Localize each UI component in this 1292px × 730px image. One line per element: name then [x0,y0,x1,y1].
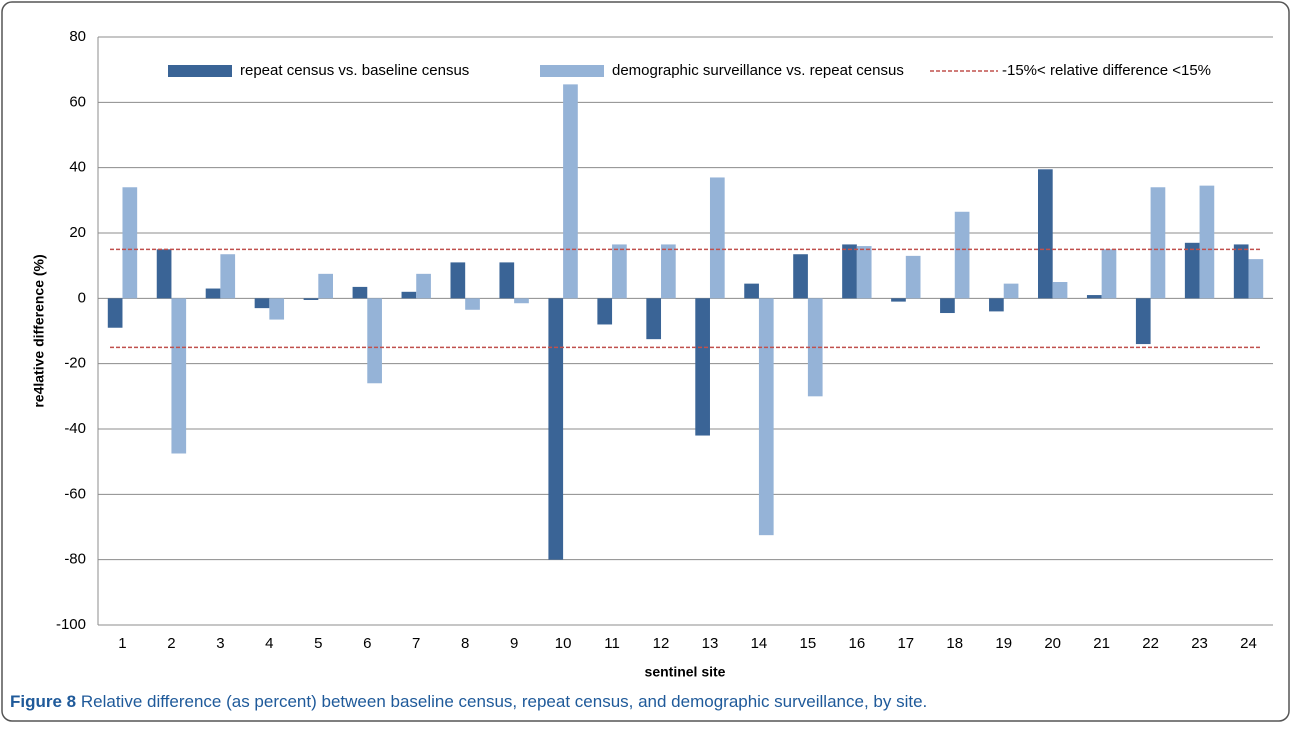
x-tick-label: 8 [461,635,469,652]
bar [122,187,138,299]
legend-label: -15%< relative difference <15% [1002,62,1211,79]
bar [107,298,123,328]
x-tick-label: 10 [555,635,572,652]
x-tick-label: 19 [995,635,1012,652]
x-tick-label: 20 [1044,635,1061,652]
x-tick-label: 9 [510,635,518,652]
bar [856,246,872,299]
bar [744,283,759,299]
bar [303,298,319,300]
y-tick-label: 40 [69,159,86,176]
legend-label: repeat census vs. baseline census [240,62,469,79]
x-tick-label: 21 [1093,635,1110,652]
x-tick-label: 2 [167,635,175,652]
y-tick-label: 0 [78,289,86,306]
bar [695,298,710,436]
bar [758,298,774,536]
x-tick-label: 24 [1240,635,1257,652]
y-tick-label: -80 [64,551,86,568]
bar [1003,283,1019,299]
bar [646,298,662,340]
bar [905,255,921,299]
bar [1248,259,1264,299]
bar [612,244,627,299]
y-tick-label: 20 [69,224,86,241]
legend-swatch [168,65,232,77]
bar [269,298,285,320]
bar [954,211,970,299]
bar [842,244,857,299]
bar [318,273,333,299]
bar [709,177,725,299]
bar [367,298,382,384]
bar [352,286,368,299]
bar [1135,298,1151,345]
bar [1052,282,1068,299]
bar [1101,249,1117,299]
bar [499,262,515,299]
legend-swatch [540,65,604,77]
caption-text: Relative difference (as percent) between… [81,692,927,711]
bar [989,298,1004,312]
y-tick-label: 60 [69,93,86,110]
x-tick-label: 15 [800,635,817,652]
bar [1199,185,1215,299]
bar [563,84,578,299]
x-tick-label: 7 [412,635,420,652]
x-tick-label: 11 [604,635,620,652]
x-tick-label: 14 [751,635,768,652]
bar [254,298,270,309]
caption-label: Figure 8 [10,692,76,711]
x-axis-label: sentinel site [645,664,726,680]
x-tick-label: 6 [363,635,371,652]
bar [514,298,529,304]
x-tick-label: 3 [216,635,224,652]
legend-label: demographic surveillance vs. repeat cens… [612,62,904,79]
bar [1184,242,1200,299]
bar [401,291,417,299]
bar [416,273,431,299]
bar [661,244,676,299]
bar [220,254,236,299]
bar [205,288,221,299]
bar [940,298,955,314]
x-tick-label: 5 [314,635,322,652]
x-tick-label: 12 [653,635,670,652]
x-tick-label: 13 [702,635,719,652]
x-tick-label: 18 [946,635,963,652]
x-tick-label: 22 [1142,635,1159,652]
bar [891,298,906,302]
x-tick-label: 4 [265,635,273,652]
y-tick-label: -20 [64,355,86,372]
y-tick-label: -100 [56,616,86,633]
bar [171,298,187,454]
bar [156,249,172,299]
caption: Figure 8 Relative difference (as percent… [10,692,927,711]
y-tick-label: 80 [69,28,86,45]
bar [793,254,808,299]
bar [1086,295,1102,299]
y-tick-label: -60 [64,485,86,502]
bar [1150,187,1166,299]
x-tick-label: 23 [1191,635,1208,652]
y-tick-label: -40 [64,420,86,437]
bar [1233,244,1249,299]
bar [450,262,466,299]
bar [465,298,480,310]
x-tick-label: 16 [849,635,866,652]
bar [1038,169,1053,299]
bar [597,298,613,325]
y-axis-label: re4lative difference (%) [31,254,47,407]
bar [548,298,564,560]
x-tick-label: 1 [118,635,126,652]
x-tick-label: 17 [897,635,914,652]
